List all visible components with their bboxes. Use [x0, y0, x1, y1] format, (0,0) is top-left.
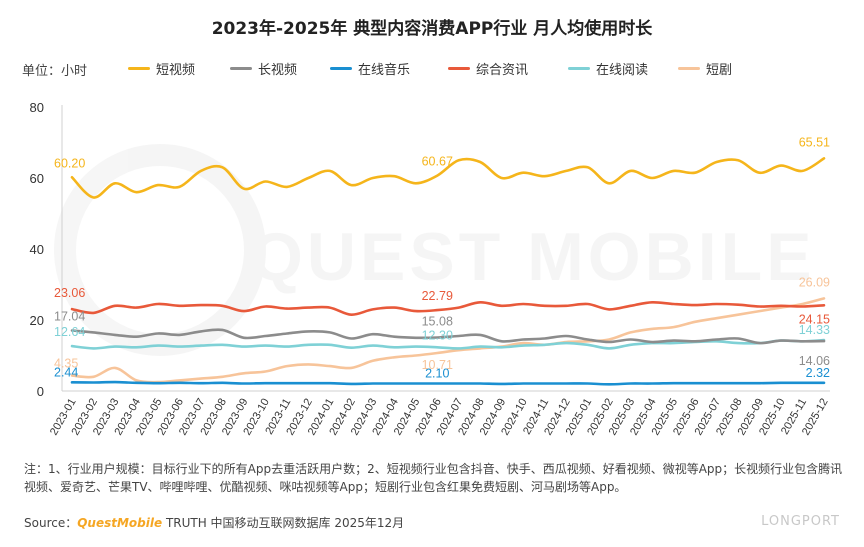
y-tick-label: 20 — [30, 313, 44, 328]
legend-swatch — [330, 67, 352, 70]
data-label: 2.44 — [54, 365, 78, 379]
data-label: 14.06 — [799, 354, 830, 368]
data-label: 26.09 — [799, 275, 830, 289]
data-label: 14.33 — [799, 323, 830, 337]
legend-swatch — [230, 67, 252, 70]
series-line-3 — [70, 300, 826, 317]
y-tick-label: 40 — [30, 242, 44, 257]
data-label: 12.64 — [54, 325, 85, 339]
source-brand: QuestMobile — [77, 516, 163, 530]
series-line-0 — [70, 157, 826, 199]
unit-label: 单位：小时 — [22, 64, 88, 79]
legend-label: 综合资讯 — [476, 63, 529, 78]
data-label: 65.51 — [799, 135, 830, 149]
watermark-text: QUEST MOBILE — [250, 219, 816, 295]
legend-swatch — [448, 67, 470, 70]
watermark-ring — [54, 144, 266, 356]
data-label: 2.10 — [425, 367, 449, 381]
data-label: 60.67 — [422, 155, 453, 169]
footnote: 注：1、行业用户规模：目标行业下的所有App去重活跃用户数；2、短视频行业包含抖… — [24, 462, 843, 494]
chart-title: 2023年-2025年 典型内容消费APP行业 月人均使用时长 — [211, 19, 653, 39]
longport-watermark: LONGPORT — [761, 514, 840, 529]
legend-label: 在线音乐 — [358, 63, 411, 78]
data-label: 60.20 — [54, 156, 85, 170]
legend-label: 短视频 — [156, 63, 196, 78]
data-label: 23.06 — [54, 286, 85, 300]
y-tick-label: 60 — [30, 171, 44, 186]
source-line: Source：QuestMobile TRUTH 中国移动互联网数据库 2025… — [24, 514, 404, 531]
data-label: 22.79 — [422, 289, 453, 303]
source-prefix: Source： — [24, 516, 78, 530]
legend-swatch — [568, 67, 590, 70]
legend-swatch — [128, 67, 150, 70]
legend-label: 长视频 — [258, 63, 298, 78]
series-line-2 — [70, 380, 826, 386]
source-suffix: TRUTH 中国移动互联网数据库 2025年12月 — [162, 516, 405, 530]
data-label: 12.30 — [422, 328, 453, 342]
data-label: 17.04 — [54, 310, 85, 324]
y-tick-label: 0 — [37, 384, 44, 399]
series-line-5 — [70, 297, 826, 384]
data-label: 24.15 — [799, 312, 830, 326]
data-label: 10.71 — [422, 358, 453, 372]
legend-swatch — [678, 67, 700, 70]
legend-label: 在线阅读 — [596, 63, 649, 78]
data-label: 4.35 — [54, 357, 78, 371]
legend-label: 短剧 — [706, 63, 733, 78]
y-tick-label: 80 — [30, 100, 44, 115]
data-label: 15.08 — [422, 314, 453, 328]
data-label: 2.32 — [806, 366, 830, 380]
series-line-1 — [70, 328, 826, 345]
line-chart: QUEST MOBILE0204060802023-012023-022023-… — [30, 100, 831, 437]
